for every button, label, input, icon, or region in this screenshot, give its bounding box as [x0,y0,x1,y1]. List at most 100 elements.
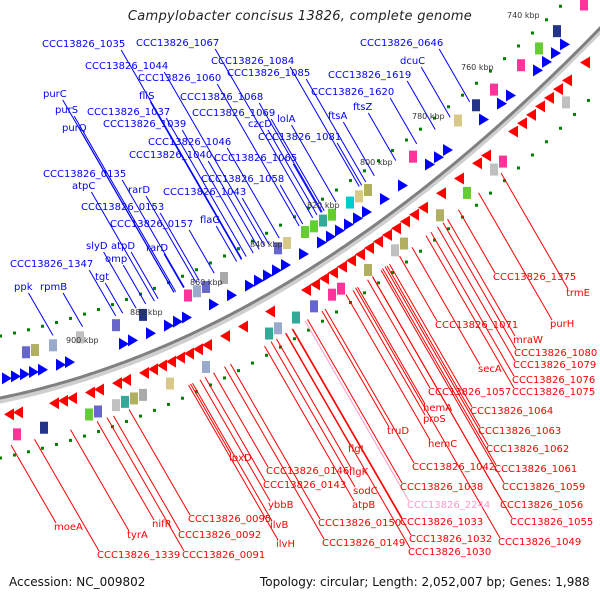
gene-label[interactable]: CCC13826_1347 [10,259,94,270]
gene-label[interactable]: CCC13826_1079 [513,360,597,371]
gene-label[interactable]: CCC13826_1062 [486,444,570,455]
gene-label[interactable]: CCC13826_0091 [182,550,266,561]
gene-label[interactable]: CCC13826_0149 [322,538,406,549]
gene-label[interactable]: CCC13826_0157 [110,219,194,230]
gene-label[interactable]: flgK [349,467,369,478]
gene-label[interactable]: ppk [14,282,33,293]
gene-label[interactable]: CCC13826_2244 [407,500,491,511]
gene-label[interactable]: rarD [146,243,169,254]
gene-label[interactable]: CCC13826_0646 [360,38,444,49]
gene-label[interactable]: CCC13826_1056 [500,500,584,511]
tick-dot [335,188,338,192]
gene-label[interactable]: CCC13826_1339 [97,550,181,561]
gene-label[interactable]: ftsZ [353,102,373,113]
gene-label[interactable]: ilvB [270,520,289,531]
gene-label[interactable]: truD [387,426,410,437]
gene-label[interactable]: CCC13826_0153 [81,202,165,213]
gene-label[interactable]: CCC13826_1035 [42,39,126,50]
gene-label[interactable]: CCC13826_1081 [258,132,342,143]
gene-label[interactable]: CCC13826_1038 [400,482,484,493]
tick-dot [307,206,310,210]
gene-label[interactable]: CCC13826_0146 [266,466,350,477]
gene-label[interactable]: purQ [62,123,87,134]
gene-label[interactable]: CCC13826_1046 [148,137,232,148]
forward-arrow [128,334,138,347]
gene-label[interactable]: secA [478,364,502,375]
reverse-arrow [337,260,347,273]
gene-label[interactable]: atpB [352,500,376,511]
gene-label[interactable]: CCC13826_0095 [188,514,272,525]
leader-line [292,163,322,213]
gene-label[interactable]: lpxD [229,453,252,464]
gene-label[interactable]: CCC13826_1042 [412,462,496,473]
gene-label[interactable]: CCC13826_1033 [400,517,484,528]
gene-label[interactable]: CCC13826_1085 [227,68,311,79]
tick-dot [447,105,450,109]
reverse-arrow [220,329,230,342]
reverse-arrow [517,117,527,130]
gene-label[interactable]: rpmB [40,282,68,293]
gene-label[interactable]: hemC [428,439,458,450]
gene-label[interactable]: flaG [200,215,221,226]
gene-label[interactable]: sodC [353,486,378,497]
gene-label[interactable]: purC [43,89,67,100]
gene-label[interactable]: rarD [128,185,151,196]
gene-label[interactable]: CCC13826_0135 [43,169,127,180]
gene-label[interactable]: slyD [86,241,108,252]
gene-label[interactable]: CCC13826_1049 [498,537,582,548]
gene-label[interactable]: CCC13826_1619 [328,70,412,81]
gene-label[interactable]: czcD [248,119,272,130]
gene-label[interactable]: CCC13826_1030 [408,547,492,558]
gene-label[interactable]: moeA [54,522,83,533]
gene-label[interactable]: nifR [152,519,172,530]
gene-label[interactable]: ftsA [328,111,348,122]
gene-label[interactable]: CCC13826_0143 [263,480,347,491]
gene-label[interactable]: CCC13826_1059 [502,482,586,493]
gene-label[interactable]: fliS [139,91,155,102]
gene-label[interactable]: atpD [111,241,136,252]
gene-label[interactable]: CCC13826_1061 [494,464,578,475]
gene-label[interactable]: ilvH [276,539,295,550]
gene-label[interactable]: ybbB [268,500,294,511]
gene-label[interactable]: CCC13826_1068 [180,92,264,103]
gene-label[interactable]: CCC13826_1043 [163,187,247,198]
gene-label[interactable]: CCC13826_1058 [201,174,285,185]
gene-label[interactable]: CCC13826_1069 [192,108,276,119]
gene-label[interactable]: CCC13826_0150 [318,518,402,529]
gene-label[interactable]: CCC13826_1039 [103,119,187,130]
gene-label[interactable]: hemA [423,403,453,414]
gene-label[interactable]: CCC13826_1065 [214,153,298,164]
gene-label[interactable]: CCC13826_1620 [311,87,395,98]
gene-label[interactable]: CCC13826_1067 [136,38,220,49]
feature-box [490,163,498,176]
gene-label[interactable]: CCC13826_0092 [178,530,262,541]
gene-label[interactable]: CCC13826_1057 [428,387,512,398]
gene-label[interactable]: tgt [95,272,110,283]
gene-label[interactable]: CCC13826_1037 [87,107,171,118]
gene-label[interactable]: tyrA [127,530,148,541]
gene-label[interactable]: CCC13826_1044 [85,61,169,72]
gene-label[interactable]: flgI [348,444,364,455]
gene-label[interactable]: CCC13826_1032 [409,534,493,545]
gene-label[interactable]: CCC13826_1060 [138,73,222,84]
leader-line [62,292,83,328]
gene-label[interactable]: CCC13826_1075 [512,387,596,398]
gene-label[interactable]: CCC13826_1375 [493,272,577,283]
gene-label[interactable]: CCC13826_1076 [512,375,596,386]
gene-label[interactable]: CCC13826_1080 [514,348,598,359]
gene-label[interactable]: lolA [277,114,296,125]
gene-label[interactable]: dcuC [400,56,426,67]
gene-label[interactable]: purS [55,105,79,116]
gene-label[interactable]: purH [550,319,575,330]
gene-label[interactable]: mraW [513,335,543,346]
gene-label[interactable]: trmE [566,288,590,299]
gene-label[interactable]: proS [423,414,446,425]
gene-label[interactable]: CCC13826_1063 [478,426,562,437]
gene-label[interactable]: CCC13826_1084 [211,56,295,67]
gene-label[interactable]: CCC13826_1055 [510,517,594,528]
gene-label[interactable]: omp [105,254,128,265]
gene-label[interactable]: CCC13826_1071 [435,320,519,331]
gene-label[interactable]: CCC13826_1040 [129,150,213,161]
gene-label[interactable]: CCC13826_1064 [470,406,554,417]
gene-label[interactable]: atpC [72,181,96,192]
